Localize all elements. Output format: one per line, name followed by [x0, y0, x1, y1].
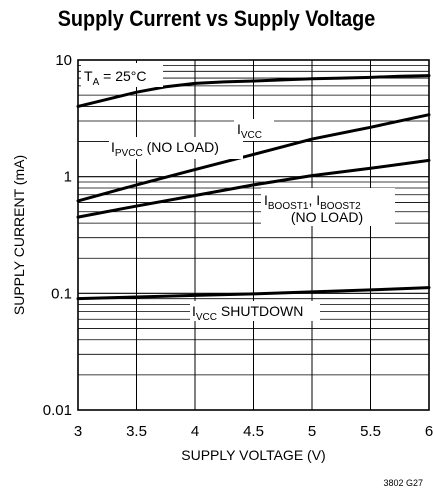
label-text: , I — [308, 192, 320, 208]
y-tick-label: 0.01 — [43, 402, 72, 419]
plot-frame — [77, 59, 430, 411]
label-subscript: VCC — [196, 312, 217, 323]
series-line-3 — [76, 158, 431, 219]
series-3-label: IBOOST1, IBOOST2 — [264, 192, 361, 212]
y-tick-label: 1 — [64, 169, 72, 186]
x-tick-label: 5 — [308, 423, 316, 440]
label-text: I — [264, 192, 268, 208]
grid-lines — [77, 60, 430, 411]
x-tick-label: 3.5 — [126, 423, 147, 440]
y-tick-label: 10 — [55, 52, 72, 69]
series-line-4 — [76, 286, 431, 301]
series-2-label: IPVCC (NO LOAD) — [111, 139, 219, 159]
y-axis-label: SUPPLY CURRENT (mA) — [11, 155, 27, 315]
x-tick-label: 6 — [425, 423, 433, 440]
x-tick-label: 5.5 — [360, 423, 381, 440]
label-text: I — [237, 121, 241, 137]
label-subscript: BOOST1 — [268, 201, 309, 212]
x-tick-label: 4 — [191, 423, 199, 440]
y-tick-label: 0.1 — [51, 285, 72, 302]
label-background — [234, 119, 274, 141]
label-background — [261, 188, 395, 226]
label-subscript: A — [93, 77, 100, 88]
data-curves — [76, 74, 431, 301]
x-tick-label: 3 — [74, 423, 82, 440]
series-3-label-line2: (NO LOAD) — [291, 209, 363, 225]
condition-label: TA = 25°C — [84, 68, 146, 88]
x-axis-label: SUPPLY VOLTAGE (V) — [181, 447, 325, 463]
label-text: I — [111, 139, 115, 155]
series-1-label: IVCC — [237, 121, 262, 141]
label-text: T — [84, 68, 93, 84]
label-background — [109, 137, 243, 159]
label-text: I — [192, 303, 196, 319]
label-background — [81, 63, 163, 87]
series-line-2 — [76, 113, 431, 203]
label-background — [190, 301, 320, 321]
label-text: = 25°C — [99, 68, 146, 84]
series-4-label: IVCC SHUTDOWN — [192, 303, 303, 323]
x-tick-label: 4.5 — [243, 423, 264, 440]
series-line-1 — [76, 74, 431, 108]
chart-title: Supply Current vs Supply Voltage — [57, 6, 376, 31]
figure-id: 3802 G27 — [383, 478, 423, 488]
label-text: (NO LOAD) — [143, 139, 219, 155]
label-subscript: VCC — [241, 130, 262, 141]
label-text: SHUTDOWN — [217, 303, 303, 319]
label-subscript: BOOST2 — [320, 201, 361, 212]
label-subscript: PVCC — [115, 148, 143, 159]
tick-labels: 3 3.5 4 4.5 5 5.5 6 0.01 0.1 1 10 — [43, 52, 433, 440]
